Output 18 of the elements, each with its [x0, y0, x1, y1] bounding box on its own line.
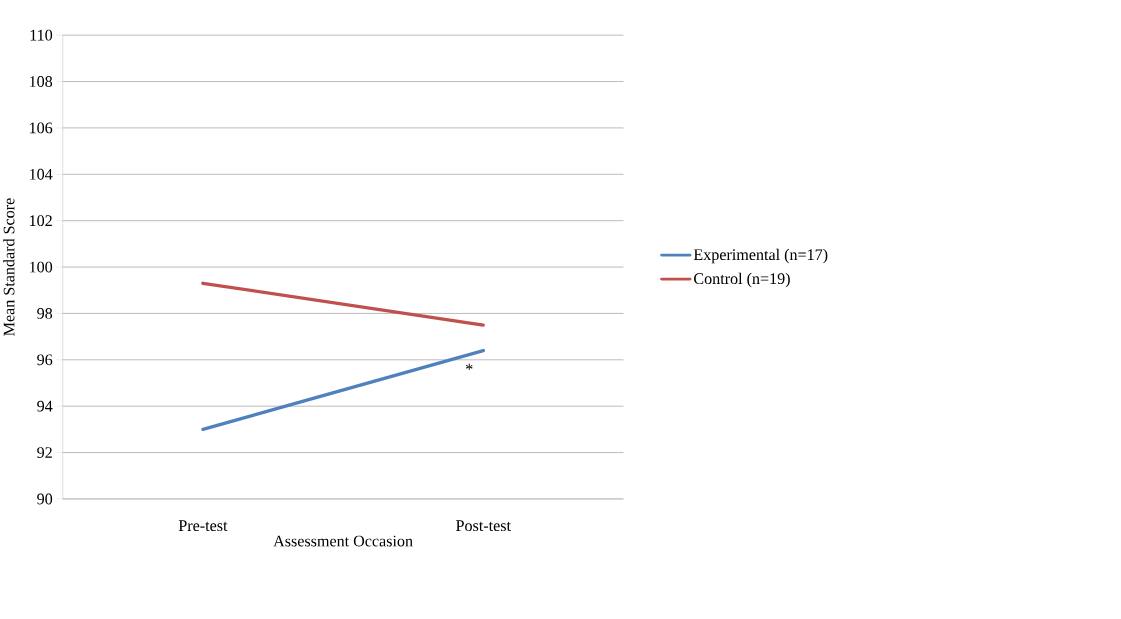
- x-tick-label: Post-test: [456, 520, 511, 532]
- y-axis-title: Mean Standard Score: [3, 198, 15, 337]
- y-tick-label: 94: [37, 400, 53, 412]
- x-tick-label: Pre-test: [178, 520, 228, 532]
- annotation: *: [466, 363, 473, 370]
- legend-label: Experimental (n=17): [693, 248, 828, 264]
- y-tick-label: 92: [37, 447, 52, 459]
- y-tick-label: 106: [30, 122, 53, 134]
- y-tick-label: 108: [30, 76, 53, 88]
- x-axis-title: Assessment Occasion: [273, 535, 413, 547]
- y-tick-label: 100: [30, 261, 53, 273]
- y-tick-label: 98: [37, 308, 53, 320]
- y-tick-label: 90: [37, 493, 53, 505]
- y-tick-label: 102: [30, 215, 52, 227]
- y-tick-label: 96: [37, 354, 53, 366]
- y-tick-label: 104: [30, 169, 53, 180]
- legend-label: Control (n=19): [694, 272, 790, 288]
- y-tick-label: 110: [30, 29, 53, 41]
